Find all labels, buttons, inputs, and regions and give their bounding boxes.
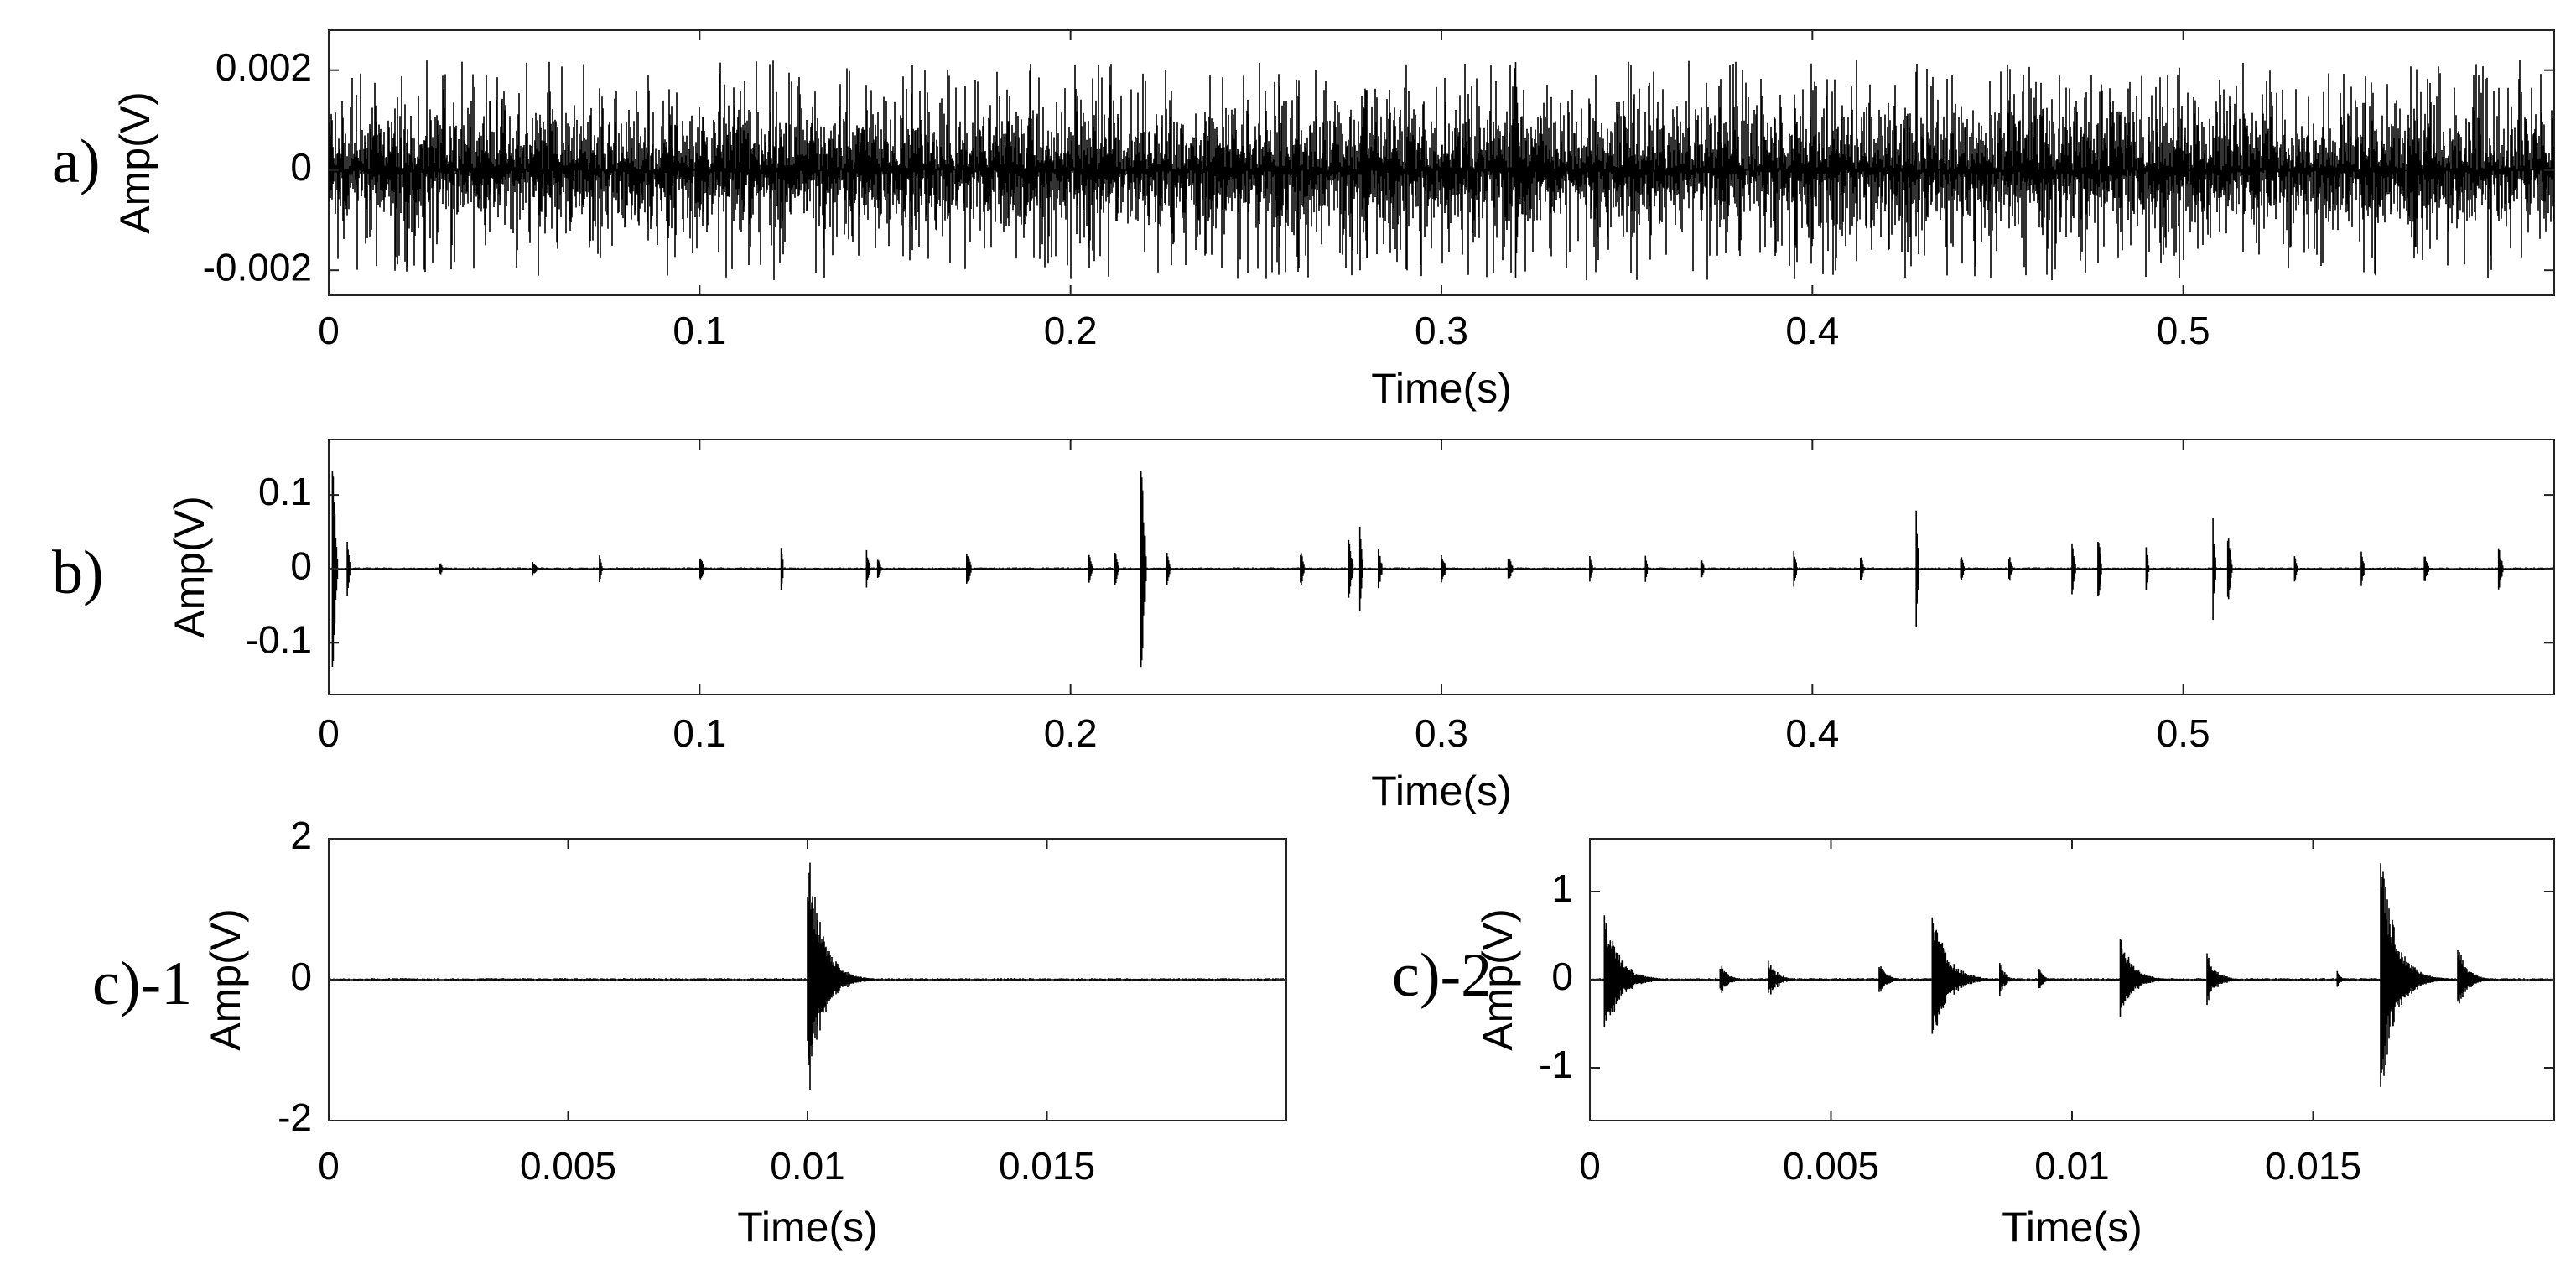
- x-axis-label: Time(s): [737, 1204, 878, 1251]
- x-tick-label: 0.4: [1785, 711, 1839, 755]
- x-tick-label: 0.015: [999, 1144, 1095, 1188]
- y-tick-label: 1: [1551, 866, 1573, 910]
- x-tick-label: 0.3: [1415, 711, 1468, 755]
- x-tick-label: 0.5: [2157, 309, 2210, 352]
- x-tick-label: 0: [318, 1144, 340, 1188]
- signal-trace: [329, 471, 2554, 668]
- panel-label: c)-1: [92, 949, 192, 1018]
- y-axis-label: Amp(V): [1474, 908, 1521, 1050]
- y-tick-label: 0.1: [258, 470, 312, 513]
- x-tick-label: 0: [1579, 1144, 1601, 1188]
- panel-label: b): [52, 538, 104, 607]
- panel-c2: c)-2 0 0.005 0.01 0.015 1 0 -1 Time(s) Amp(V): [1392, 838, 2555, 1251]
- y-axis-label: Amp(V): [166, 496, 213, 637]
- y-tick-label: 0: [290, 145, 312, 189]
- x-axis-label: Time(s): [2002, 1204, 2142, 1251]
- x-tick-label: 0: [318, 309, 340, 352]
- x-tick-label: 0.1: [673, 711, 726, 755]
- y-tick-label: 0: [290, 955, 312, 998]
- panel-b: b) 0 0.1 0.2 0.3 0.4 0.5 0.1 0 -0.1 Time(s) Amp(V): [52, 439, 2555, 814]
- x-tick-label: 0.2: [1044, 309, 1098, 352]
- x-tick-label: 0.015: [2265, 1144, 2361, 1188]
- panel-a: a)0 0.1 0.2 0.3 0.4 0.50.0020-0.002Time(s)Amp…: [52, 29, 2555, 412]
- panel-label: a): [52, 127, 101, 196]
- y-tick-label: 0: [290, 544, 312, 587]
- x-tick-label: 0.5: [2157, 711, 2210, 755]
- y-tick-label: 0.002: [216, 45, 312, 89]
- y-axis-label: Amp(V): [112, 91, 158, 233]
- x-tick-label: 0.01: [770, 1144, 845, 1188]
- y-tick-label: -0.002: [203, 245, 312, 289]
- y-tick-label: -1: [1539, 1043, 1573, 1086]
- x-tick-label: 0.2: [1044, 711, 1098, 755]
- y-tick-label: 0: [1551, 955, 1573, 998]
- y-tick-label: -2: [278, 1095, 312, 1139]
- x-tick-label: 0.005: [1783, 1144, 1879, 1188]
- y-tick-label: -0.1: [246, 617, 312, 661]
- x-tick-label: 0.005: [520, 1144, 616, 1188]
- x-tick-label: 0: [318, 711, 340, 755]
- x-tick-label: 0.01: [2034, 1144, 2110, 1188]
- signal-trace: [329, 60, 2554, 281]
- y-tick-label: 2: [290, 814, 312, 857]
- y-axis-label: Amp(V): [202, 908, 249, 1050]
- x-tick-label: 0.4: [1785, 309, 1839, 352]
- x-tick-label: 0.3: [1415, 309, 1468, 352]
- x-tick-label: 0.1: [673, 309, 726, 352]
- panel-label: c)-2: [1392, 941, 1492, 1010]
- signal-trace: [329, 862, 1286, 1090]
- signal-trace: [1590, 863, 2554, 1087]
- x-axis-label: Time(s): [1371, 365, 1512, 412]
- x-axis-label: Time(s): [1371, 767, 1512, 814]
